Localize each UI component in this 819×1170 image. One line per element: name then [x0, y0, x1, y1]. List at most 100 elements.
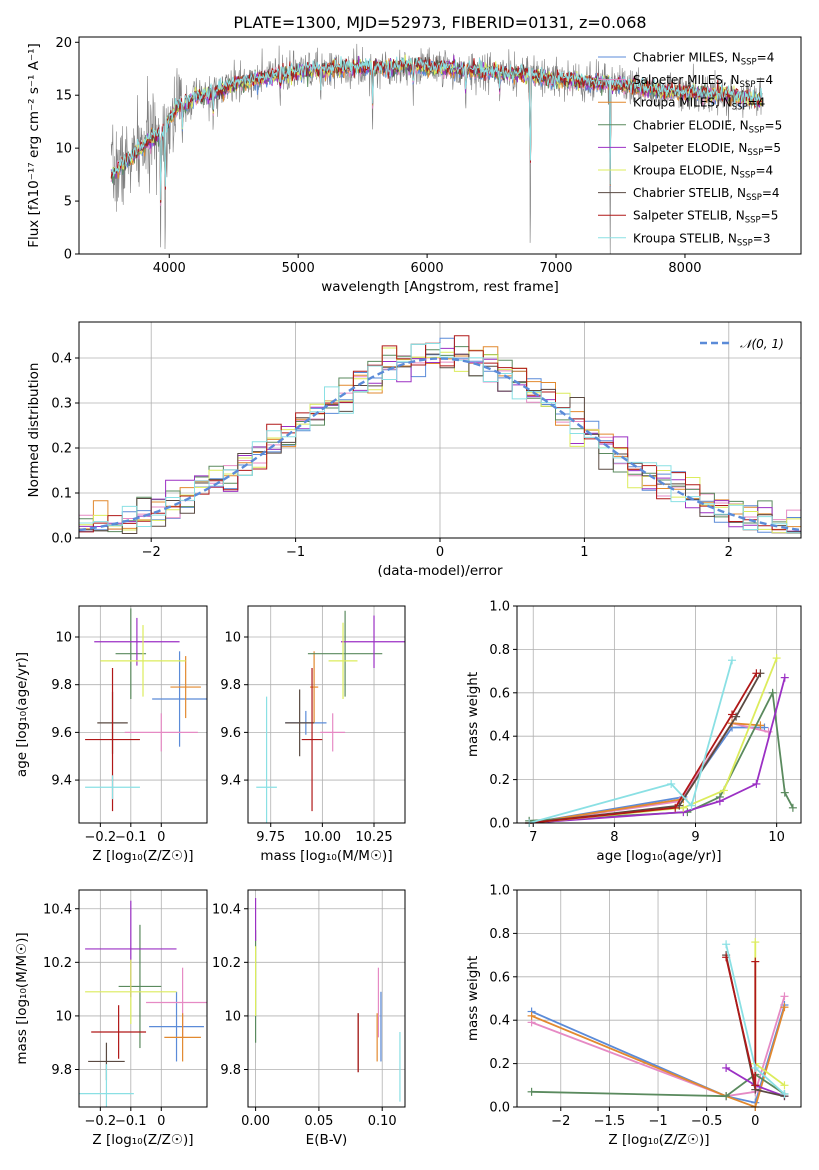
- data-point: [751, 938, 760, 947]
- data-point: [527, 1087, 536, 1096]
- x-tick-label: 9: [691, 830, 699, 845]
- age-vs-Z-plot: −0.2−0.1 0 9.4 9.6 9.8 10 Z [log₁₀(Z/Z☉)] age […: [14, 605, 208, 864]
- legend-label-chabrier-miles: Chabrier MILES, NSSP=4: [633, 51, 774, 68]
- errorbar-kroupa-miles: [170, 656, 201, 719]
- y-tick-label: 15: [55, 89, 72, 104]
- errorbar-kroupa-elodie: [85, 959, 177, 1024]
- data-point: [772, 654, 781, 663]
- y-tick-label: 9.6: [220, 726, 241, 741]
- axes-frame: [78, 321, 802, 539]
- errorbar-salpeter-stelib: [91, 1005, 147, 1059]
- legend-label-normal: 𝒩(0, 1): [740, 337, 784, 351]
- data-point: [732, 712, 741, 721]
- y-tick-label: 0.2: [489, 1057, 510, 1072]
- y-axis-label: mass [log₁₀(M/M☉)]: [14, 932, 30, 1064]
- errorbar-kroupa-miles: [309, 651, 319, 723]
- y-axis-label: Flux [fλ10⁻¹⁷ erg cm⁻² s⁻¹ A⁻¹]: [26, 43, 42, 248]
- errorbar-chabrier-miles: [149, 991, 204, 1062]
- y-tick-label: 9.4: [220, 774, 241, 789]
- data-point: [768, 688, 777, 697]
- mass-weight-vs-Z-plot: −2 −1.5 −1 −0.5 0 0.0 0.2 0.4 0.6 0.8 1.0 Z [log₁₀(…: [465, 884, 802, 1148]
- legend-label-chabrier-stelib: Chabrier STELIB, NSSP=4: [633, 186, 780, 203]
- data-point: [728, 710, 737, 719]
- y-tick-label: 10.4: [212, 902, 241, 917]
- errorbar-chabrier-elodie: [115, 608, 147, 699]
- x-tick-label: −1: [286, 545, 305, 560]
- axes-frame: [247, 605, 406, 824]
- mass-weight-vs-age-plot: 7 8 9 10 0.0 0.2 0.4 0.6 0.8 1.0 age [log₁₀(age/yr…: [465, 600, 802, 864]
- y-axis-label: Normed distribution: [26, 363, 42, 498]
- legend-text: Kroupa ELODIE, N: [633, 164, 740, 178]
- x-tick-label: 0: [157, 1114, 165, 1129]
- mass-weight-vs-age-series: [525, 654, 797, 827]
- legend-subscript: SSP: [745, 216, 761, 226]
- series-line: [531, 996, 786, 1098]
- y-tick-label: 9.8: [51, 1063, 72, 1078]
- y-tick-label: 9.8: [51, 678, 72, 693]
- errorbar-chabrier-stelib: [285, 689, 315, 757]
- y-tick-label: 0.0: [489, 817, 510, 832]
- x-axis-label: wavelength [Angstrom, rest frame]: [321, 279, 559, 295]
- errorbar-kroupa-elodie: [328, 622, 358, 699]
- y-tick-label: 10.4: [43, 902, 72, 917]
- legend-subscript: SSP: [741, 58, 757, 68]
- y-tick-label: 9.8: [220, 1063, 241, 1078]
- x-tick-label: −0.2: [85, 830, 117, 845]
- residual-histograms: [79, 335, 801, 534]
- legend-label-kroupa-stelib: Kroupa STELIB, NSSP=3: [633, 231, 771, 248]
- x-tick-label: 9.75: [256, 830, 285, 845]
- y-tick-label: 10: [55, 142, 72, 157]
- legend-subscript: SSP: [737, 238, 753, 248]
- data-point: [728, 656, 737, 665]
- x-tick-label: −1.5: [594, 1114, 626, 1129]
- x-axis-label: Z [log₁₀(Z/Z☉)]: [92, 848, 193, 864]
- y-tick-label: 0.1: [51, 487, 72, 502]
- x-tick-label: 10.25: [355, 830, 392, 845]
- axes-frame: [516, 605, 802, 824]
- mass-weight-vs-Z-series: [527, 938, 789, 1111]
- x-tick-label: −1: [648, 1114, 667, 1129]
- axes-frame: [516, 889, 802, 1108]
- y-tick-label: 20: [55, 36, 72, 51]
- legend-text: Salpeter STELIB, N: [633, 209, 745, 223]
- x-tick-label: −0.5: [691, 1114, 723, 1129]
- y-tick-label: 0.0: [489, 1101, 510, 1116]
- series-line: [531, 1004, 786, 1104]
- series-line: [528, 660, 733, 824]
- y-axis-label: mass weight: [465, 956, 481, 1041]
- x-tick-label: −2: [551, 1114, 570, 1129]
- errorbar-kroupa-stelib: [256, 696, 277, 823]
- data-point: [788, 803, 797, 812]
- x-tick-label: 8000: [668, 261, 701, 276]
- legend-label-salpeter-stelib: Salpeter STELIB, NSSP=5: [633, 209, 778, 226]
- x-tick-label: 0.10: [368, 1114, 397, 1129]
- y-tick-label: 10: [224, 631, 241, 646]
- legend-suffix: =4: [748, 96, 766, 110]
- spectrum-plot: 4000 5000 6000 7000 8000 0 5 10 15 20 wavelength […: [26, 13, 802, 295]
- legend-label-kroupa-miles: Kroupa MILES, NSSP=4: [633, 96, 765, 113]
- x-tick-label: 5000: [282, 261, 315, 276]
- errorbar-kroupa-stelib: [85, 775, 140, 800]
- y-tick-label: 10: [55, 631, 72, 646]
- series-kroupa-stelib: [722, 940, 789, 1098]
- y-tick-label: 0.0: [51, 532, 72, 547]
- legend-suffix: =5: [761, 209, 779, 223]
- series-line: [529, 722, 761, 824]
- age-vs-mass-plot: 9.75 10.00 10.25 9.4 9.6 9.8 10 mass [log₁₀(M/M…: [220, 605, 406, 864]
- data-point: [780, 992, 789, 1001]
- x-tick-label: −0.1: [115, 830, 147, 845]
- x-axis-label: (data-model)/error: [377, 563, 503, 579]
- errorbar-salpeter-elodie: [94, 617, 180, 666]
- mass-vs-ebv-plot: 0.00 0.05 0.10 9.8 10 10.2 10.4 E(B-V): [212, 889, 406, 1148]
- spectrum-lines: [110, 43, 763, 254]
- x-tick-label: 4000: [153, 261, 186, 276]
- errorbar-kroupa-elodie: [100, 625, 186, 697]
- series-line: [531, 1006, 786, 1109]
- legend-subscript: SSP: [749, 125, 765, 135]
- data-point: [527, 1011, 536, 1020]
- residuals-legend: 𝒩(0, 1): [700, 337, 784, 351]
- data-point: [751, 957, 760, 966]
- normal-reference-curve: [79, 357, 801, 532]
- x-tick-label: −0.2: [85, 1114, 117, 1129]
- errorbar-chabrier-miles: [152, 651, 207, 747]
